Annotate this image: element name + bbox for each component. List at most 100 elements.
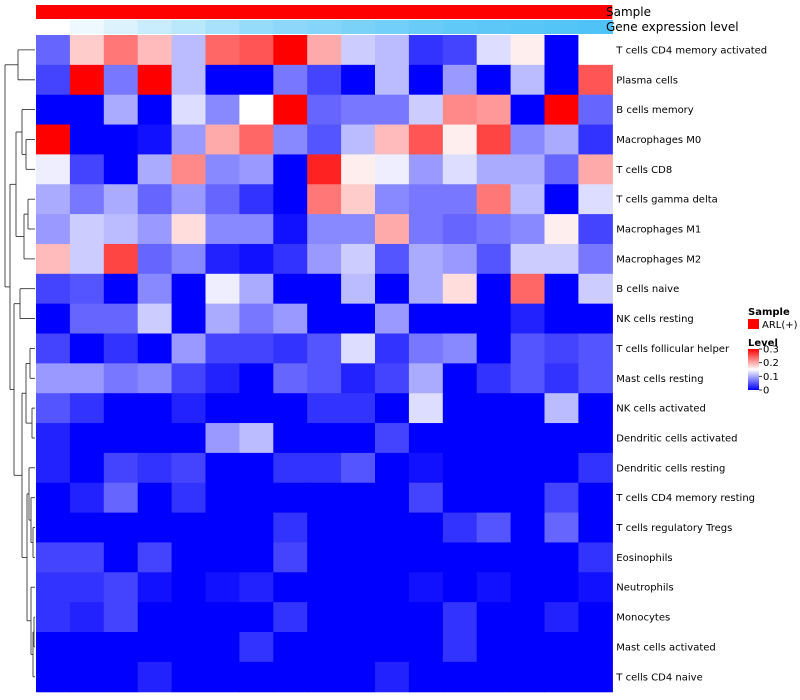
- heatmap-cell: [137, 602, 173, 633]
- heatmap-cell: [205, 214, 240, 245]
- heatmap-cell: [103, 154, 139, 185]
- heatmap-cell: [137, 363, 173, 394]
- heatmap-cell: [375, 124, 410, 155]
- heatmap-cell: [137, 154, 173, 185]
- heatmap-cell: [544, 452, 579, 484]
- expression-annotation-cell: [408, 20, 444, 34]
- expression-annotation-cell: [239, 20, 274, 34]
- heatmap-cell: [103, 243, 139, 275]
- heatmap-cell: [510, 363, 546, 394]
- heatmap-cell: [341, 35, 376, 66]
- heatmap-cell: [307, 542, 342, 573]
- heatmap-cell: [307, 154, 342, 185]
- heatmap-cell: [476, 243, 512, 275]
- heatmap-cell: [273, 423, 308, 454]
- heatmap-cell: [544, 661, 579, 693]
- heatmap-cell: [341, 423, 376, 454]
- heatmap-cell: [408, 512, 444, 544]
- row-label: T cells regulatory Tregs: [615, 523, 732, 534]
- heatmap-cells: [36, 35, 613, 693]
- heatmap-cell: [137, 572, 173, 603]
- row-label: T cells gamma delta: [615, 195, 717, 206]
- heatmap-cell: [307, 273, 342, 305]
- heatmap-cell: [137, 243, 173, 275]
- heatmap-cell: [408, 542, 444, 573]
- heatmap-cell: [307, 214, 342, 245]
- heatmap-cell: [375, 452, 410, 484]
- heatmap-cell: [341, 124, 376, 155]
- heatmap-cell: [408, 661, 444, 693]
- heatmap-cell: [510, 124, 546, 155]
- heatmap-cell: [69, 94, 105, 126]
- heatmap-cell: [578, 303, 613, 335]
- heatmap-cell: [408, 363, 444, 394]
- heatmap-cell: [408, 303, 444, 335]
- heatmap-cell: [578, 661, 613, 693]
- heatmap-cell: [307, 393, 342, 424]
- heatmap-cell: [476, 35, 512, 66]
- row-label: B cells naive: [616, 284, 679, 295]
- heatmap-cell: [442, 542, 478, 573]
- heatmap-cell: [442, 482, 478, 514]
- heatmap-cell: [307, 512, 342, 544]
- heatmap-cell: [510, 64, 546, 96]
- heatmap-cell: [205, 154, 240, 185]
- heatmap-cell: [36, 482, 71, 514]
- heatmap-cell: [239, 273, 274, 305]
- heatmap-cell: [171, 64, 207, 96]
- expression-annotation-label: Gene expression level: [606, 20, 739, 34]
- heatmap-cell: [103, 482, 139, 514]
- heatmap-cell: [205, 661, 240, 693]
- expression-annotation-cell: [341, 20, 376, 34]
- heatmap-cell: [103, 184, 139, 215]
- heatmap-cell: [510, 184, 546, 215]
- heatmap-cell: [103, 273, 139, 305]
- heatmap-cell: [36, 184, 71, 215]
- heatmap-cell: [341, 363, 376, 394]
- expression-annotation-cell: [544, 20, 579, 34]
- heatmap-cell: [476, 124, 512, 155]
- heatmap-cell: [239, 542, 274, 573]
- row-label: Plasma cells: [616, 75, 678, 86]
- heatmap-cell: [476, 393, 512, 424]
- legend-tick-label: 0: [763, 386, 769, 397]
- heatmap-cell: [273, 214, 308, 245]
- heatmap-cell: [137, 35, 173, 66]
- heatmap-cell: [103, 64, 139, 96]
- heatmap-cell: [307, 452, 342, 484]
- heatmap-cell: [171, 273, 207, 305]
- heatmap-cell: [341, 154, 376, 185]
- heatmap-cell: [205, 303, 240, 335]
- heatmap-cell: [205, 94, 240, 126]
- heatmap-cell: [341, 393, 376, 424]
- heatmap-cell: [510, 243, 546, 275]
- heatmap-cell: [476, 423, 512, 454]
- heatmap-cell: [544, 363, 579, 394]
- heatmap-cell: [137, 423, 173, 454]
- heatmap-cell: [408, 452, 444, 484]
- heatmap-cell: [375, 393, 410, 424]
- heatmap-cell: [36, 542, 71, 573]
- heatmap-cell: [103, 393, 139, 424]
- legend-sample-entry: ARL(+): [762, 320, 798, 331]
- heatmap-cell: [239, 482, 274, 514]
- heatmap-cell: [273, 273, 308, 305]
- legend: Sample ARL(+) Level 0.3 0.2 0.1 0: [748, 307, 798, 397]
- heatmap-cell: [205, 393, 240, 424]
- heatmap-cell: [273, 64, 308, 96]
- heatmap-cell: [205, 35, 240, 66]
- legend-tick-label: 0.2: [763, 358, 779, 369]
- heatmap-cell: [171, 572, 207, 603]
- heatmap-cell: [36, 512, 71, 544]
- heatmap-cell: [103, 124, 139, 155]
- heatmap-cell: [239, 572, 274, 603]
- heatmap-cell: [578, 363, 613, 394]
- heatmap-cell: [36, 393, 71, 424]
- heatmap-cell: [307, 184, 342, 215]
- heatmap-cell: [307, 333, 342, 364]
- heatmap-cell: [307, 94, 342, 126]
- heatmap-cell: [137, 273, 173, 305]
- heatmap-cell: [239, 94, 274, 126]
- heatmap-cell: [171, 333, 207, 364]
- heatmap-cell: [408, 64, 444, 96]
